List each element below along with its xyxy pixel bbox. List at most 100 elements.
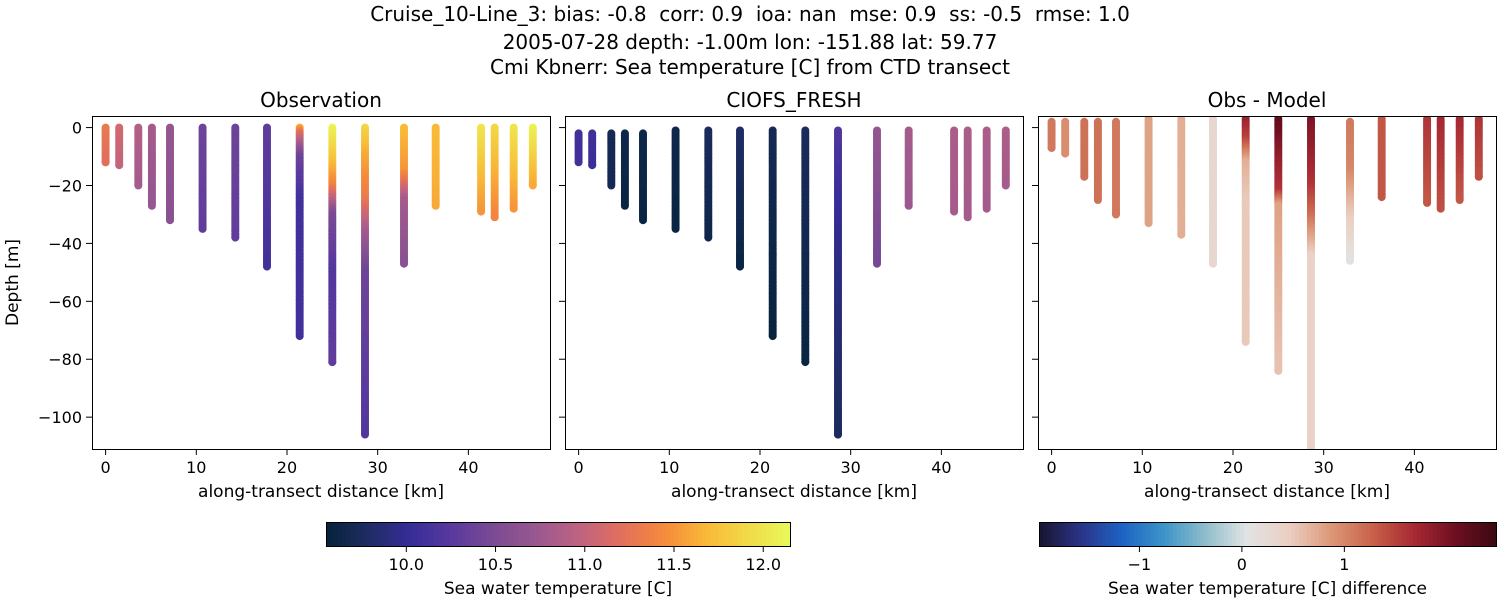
- colorbar-segment: [1180, 522, 1186, 546]
- colorbar-segment: [1102, 522, 1107, 546]
- cast-column: [400, 123, 408, 268]
- colorbar-segment: [1196, 522, 1202, 546]
- colorbar-segment: [450, 522, 455, 546]
- data-point: [704, 233, 713, 242]
- colorbar-segment: [1432, 522, 1438, 546]
- colorbar-segment: [1283, 522, 1288, 546]
- data-point: [1274, 366, 1283, 375]
- cast-column: [904, 126, 913, 210]
- data-point: [873, 259, 881, 268]
- cast-column: [736, 126, 744, 271]
- colorbar-segment: [1129, 522, 1135, 546]
- colorbar-segment: [594, 522, 599, 546]
- colorbar-segment: [518, 522, 523, 546]
- colorbar-segment: [754, 522, 759, 546]
- colorbar-segment: [774, 522, 779, 546]
- data-point: [263, 262, 271, 271]
- x-tick-label: 40: [1404, 458, 1424, 477]
- colorbar-segment: [1295, 522, 1300, 546]
- cast-column: [1093, 117, 1102, 204]
- colorbar-segment: [406, 522, 411, 546]
- cast-column: [1061, 117, 1070, 158]
- colorbar-segment: [1421, 522, 1426, 546]
- cast-column: [134, 123, 143, 190]
- colorbar-segment: [1306, 522, 1312, 546]
- cast-column: [801, 126, 810, 367]
- colorbar-segment: [746, 522, 751, 546]
- colorbar-segment: [638, 522, 643, 546]
- colorbar-segment: [1464, 522, 1470, 546]
- x-tick-label: 30: [1314, 458, 1334, 477]
- colorbar-segment: [366, 522, 371, 546]
- colorbar-segment: [1401, 522, 1406, 546]
- data-point: [801, 358, 810, 367]
- colorbar-segment: [710, 522, 715, 546]
- colorbar-segment: [1251, 522, 1257, 546]
- colorbar-segment: [1369, 522, 1375, 546]
- data-point: [361, 430, 369, 439]
- cast-column: [1241, 116, 1250, 346]
- colorbar-segment: [1228, 522, 1233, 546]
- x-tick-label: 30: [368, 458, 388, 477]
- colorbar-tick-label: 10.5: [478, 555, 514, 574]
- colorbar-segment: [1125, 522, 1131, 546]
- colorbar-segment: [1492, 522, 1497, 546]
- colorbar-segment: [506, 522, 511, 546]
- colorbar-segment: [402, 522, 407, 546]
- colorbar-segment: [1054, 522, 1060, 546]
- colorbar-segment: [1243, 522, 1249, 546]
- colorbar-segment: [1259, 522, 1265, 546]
- panel-marks: [1047, 116, 1483, 449]
- cast-column: [101, 123, 110, 167]
- data-point: [1377, 193, 1386, 202]
- colorbar-segment: [438, 522, 443, 546]
- cast-column: [263, 123, 271, 271]
- colorbar-tick-label: 1: [1339, 555, 1349, 574]
- colorbar-segment: [1338, 522, 1343, 546]
- panel-title: CIOFS_FRESH: [726, 88, 861, 112]
- colorbar-segment: [454, 522, 459, 546]
- colorbar-segment: [1346, 522, 1351, 546]
- colorbar-segment: [558, 522, 563, 546]
- colorbar-1: 10.0 10.5 11.0 11.5 12.0 Sea water temperatur…: [326, 522, 791, 599]
- cast-column: [166, 123, 174, 225]
- data-point: [982, 204, 991, 213]
- colorbar-segment: [1440, 522, 1446, 546]
- x-tick-label: 0: [1047, 458, 1057, 477]
- colorbar-segment: [1042, 522, 1048, 546]
- colorbar-segment: [442, 522, 447, 546]
- colorbar-segment: [526, 522, 531, 546]
- colorbar-segment: [390, 522, 395, 546]
- colorbar-segment: [430, 522, 435, 546]
- data-point: [1346, 256, 1354, 265]
- colorbar-segment: [1039, 522, 1044, 546]
- cast-column: [873, 126, 881, 268]
- colorbar-segment: [1192, 522, 1198, 546]
- colorbar-segment: [578, 522, 583, 546]
- figure-title-line-1: Cruise_10-Line_3: bias: -0.8 corr: 0.9 i…: [370, 2, 1130, 26]
- data-point: [147, 201, 156, 210]
- data-point: [1144, 219, 1153, 228]
- colorbar-segment: [494, 522, 499, 546]
- cast-column: [963, 126, 972, 222]
- colorbar-segment: [1429, 522, 1434, 546]
- colorbar-segment: [426, 522, 431, 546]
- panel-marks: [574, 126, 1010, 439]
- colorbar-segment: [1326, 522, 1332, 546]
- colorbar-segment: [462, 522, 467, 546]
- data-point: [1080, 172, 1089, 181]
- colorbar-segment: [782, 522, 787, 546]
- panel-frame: [565, 116, 1024, 450]
- colorbar-segment: [522, 522, 527, 546]
- colorbar-segment: [1058, 522, 1064, 546]
- colorbar-segment: [1208, 522, 1213, 546]
- colorbar-segment: [1046, 522, 1052, 546]
- colorbar-segment: [542, 522, 547, 546]
- cast-column: [147, 123, 156, 210]
- colorbar-segment: [1484, 522, 1489, 546]
- colorbar-segment: [474, 522, 479, 546]
- cast-column: [1474, 116, 1483, 181]
- colorbar-segment: [678, 522, 683, 546]
- data-point: [231, 233, 240, 242]
- data-point: [1177, 230, 1186, 239]
